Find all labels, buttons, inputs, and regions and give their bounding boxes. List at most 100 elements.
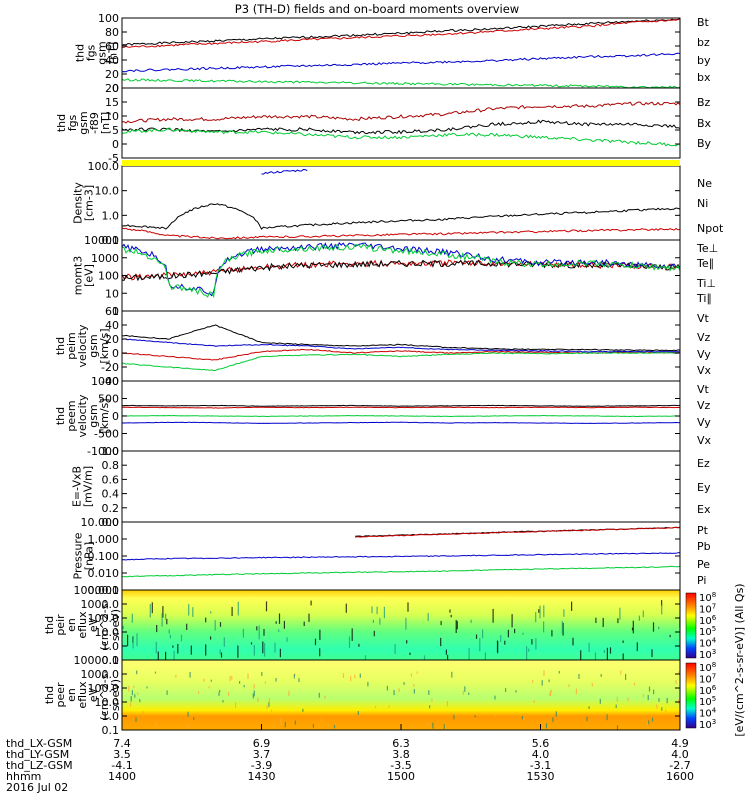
legend-Bx: Bx (697, 117, 712, 130)
spectrogram-pixel (172, 645, 174, 648)
y-label-line: peer (54, 682, 67, 708)
spectrogram-pixel (218, 692, 220, 696)
spectrogram-pixel (403, 682, 405, 685)
spectrogram-pixel (314, 638, 317, 646)
spectrogram-pixel (122, 625, 124, 630)
y-tick-label: 1.0 (102, 445, 120, 458)
spectrogram-pixel (371, 606, 373, 614)
y-tick-label: 1000 (91, 252, 119, 265)
spectrogram-pixel (450, 614, 452, 618)
spectrogram-pixel (451, 671, 453, 678)
spectrogram-pixel (219, 622, 222, 627)
spectrogram-pixel (222, 700, 224, 703)
y-label-line: Density (72, 182, 85, 224)
spectrogram-pixel (410, 673, 412, 677)
spectrogram-pixel (627, 697, 629, 702)
y-label-line: en (65, 618, 78, 632)
x-tick-label: -3.1 (530, 759, 551, 772)
y-label-line: thd (54, 407, 67, 425)
spectrogram-pixel (492, 608, 494, 623)
spectrogram-pixel (264, 643, 266, 657)
spectrogram-pixel (636, 642, 638, 652)
spectrogram-pixel (651, 717, 654, 722)
panel-9: 10000.01000.0100.010.01.00.1thdpeirenefl… (43, 584, 681, 669)
y-tick-label: 10.0 (95, 626, 120, 639)
spectrogram-pixel (318, 723, 320, 729)
spectrogram-pixel (165, 613, 167, 620)
spectrogram-pixel (440, 637, 442, 647)
y-label-line: gsm (87, 334, 100, 357)
spectrogram-pixel (615, 704, 617, 708)
y-tick-label: 1.0 (102, 710, 120, 723)
spectrogram-pixel (187, 723, 189, 729)
spectrogram-pixel (535, 612, 537, 623)
colorbar-tick-label: 106 (699, 684, 717, 697)
spectrogram-pixel (205, 644, 207, 656)
spectrogram-pixel (665, 709, 667, 713)
legend-Ni: Ni (697, 197, 708, 210)
spectrogram-pixel (539, 605, 541, 619)
panel-frame (121, 165, 681, 241)
y-tick-label: -1000 (87, 445, 119, 458)
spectrogram-pixel (653, 689, 655, 695)
spectrogram-pixel (413, 689, 415, 694)
spectrogram-pixel (136, 670, 138, 675)
x-tick-label: 6.3 (392, 737, 410, 750)
colorbar-tick-label: 108 (699, 591, 716, 604)
y-tick-label: 20 (105, 333, 119, 346)
spectrogram-pixel (678, 671, 680, 674)
spectrogram-pixel (632, 620, 634, 634)
colorbar-label: [eV/(cm^2-s-sr-eV)] (All Qs) (733, 583, 746, 736)
spectrogram-pixel (131, 613, 133, 623)
legend-By: By (697, 137, 712, 150)
spectrogram-pixel (165, 651, 167, 666)
spectrogram-pixel (468, 692, 470, 695)
colorbar-tick-label: 107 (699, 602, 716, 615)
chart-title: P3 (TH-D) fields and on-board moments ov… (235, 2, 519, 16)
spectrogram-pixel (445, 649, 447, 655)
spectrogram-pixel (359, 673, 361, 678)
x-tick-label: 1400 (108, 770, 136, 783)
spectrogram-pixel (432, 722, 434, 729)
spectrogram-pixel (543, 621, 545, 633)
y-tick-label: 1000.0 (81, 668, 120, 681)
panel-frame (121, 87, 681, 159)
legend-bx: bx (697, 71, 711, 84)
panel-4: 10000 1000 100 10 1 momt3[eV] Te⊥ Te∥ Ti⊥ Ti∥ (72, 234, 719, 318)
spectrogram-pixel (603, 650, 605, 653)
spectrogram-pixel (186, 623, 188, 630)
y-tick-label: -5 (108, 152, 119, 165)
spectrogram-pixel (128, 685, 130, 692)
spectrogram-pixel (293, 674, 295, 679)
spectrogram-pixel (134, 694, 136, 698)
spectrogram-pixel (219, 690, 221, 693)
spectrogram-pixel (500, 635, 502, 642)
y-tick-label: 80 (105, 26, 119, 39)
y-label-line: gsm (96, 41, 109, 64)
spectrogram-pixel (155, 641, 157, 654)
spectrogram-pixel (638, 615, 640, 621)
legend-Vx: Vx (697, 364, 712, 377)
spectrogram-pixel (308, 613, 310, 622)
legend-bz: bz (697, 36, 710, 49)
x-tick-label: -3.9 (251, 759, 272, 772)
y-label-line: E=-VxB (71, 466, 84, 507)
spectrogram-pixel (568, 684, 570, 688)
y-tick-label: 0.100 (88, 550, 120, 563)
spectrogram-pixel (319, 648, 321, 657)
spectrogram-pixel (407, 602, 409, 612)
spectrogram-pixel (507, 629, 509, 638)
x-tick-label: 4.0 (671, 748, 689, 761)
spectrogram-pixel (237, 601, 239, 616)
legend-Ex: Ex (697, 503, 711, 516)
spectrogram-pixel (563, 609, 565, 617)
spectrogram-pixel (247, 673, 249, 679)
spectrogram-pixel (324, 695, 326, 699)
spectrogram-pixel (286, 637, 288, 642)
y-label-line: [nT] (99, 112, 112, 134)
spectrogram-pixel (600, 674, 602, 677)
y-tick-label: 1000.0 (81, 598, 120, 611)
x-row-label: hhmm (6, 770, 41, 783)
